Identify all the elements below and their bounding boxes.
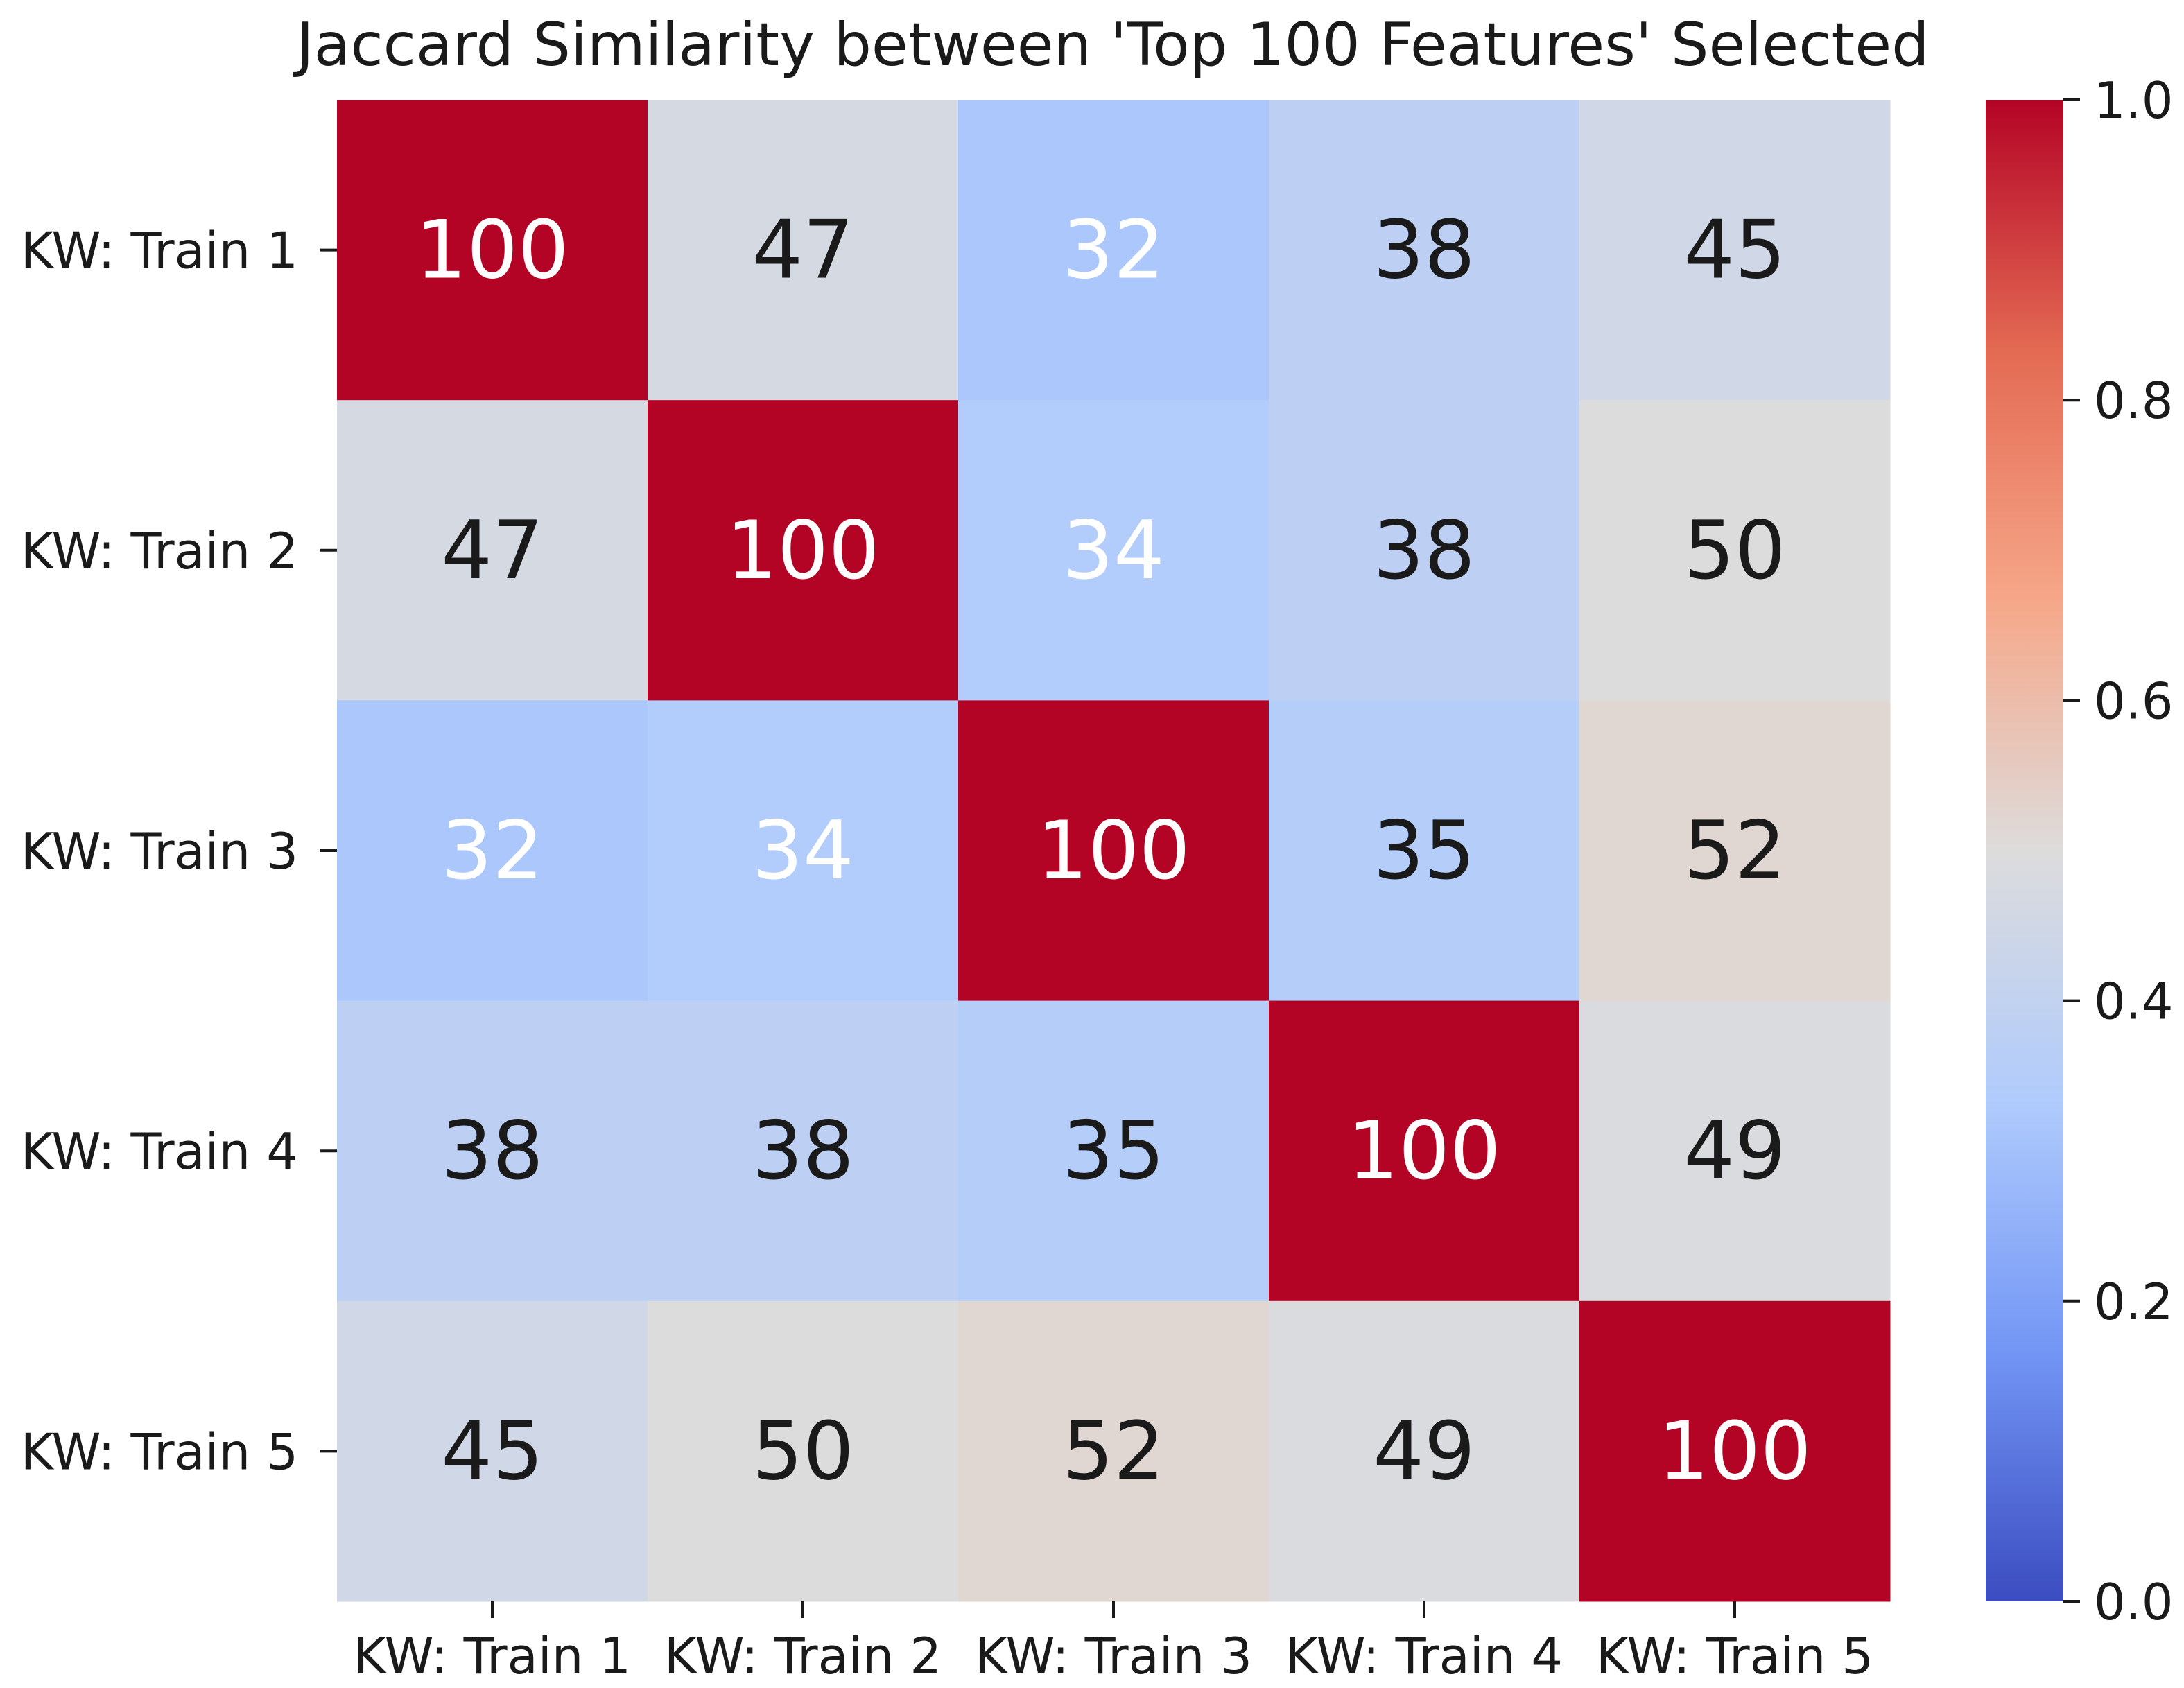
cell-value-label: 32 [1062, 204, 1165, 297]
heatmap-cell [337, 1300, 648, 1602]
row-label: KW: Train 2 [21, 522, 298, 580]
cell-value-label: 50 [1683, 504, 1786, 598]
colorbar-tick-label: 0.4 [2094, 973, 2174, 1031]
cell-value-label: 38 [752, 1104, 854, 1198]
row-label: KW: Train 1 [21, 222, 298, 280]
heatmap-cell [1579, 1300, 1891, 1602]
cell-value-label: 38 [1373, 504, 1475, 598]
heatmap-cell [958, 700, 1269, 1002]
colorbar-tick-label: 0.6 [2094, 672, 2174, 730]
row-label: KW: Train 4 [21, 1122, 298, 1181]
column-labels: KW: Train 1 KW: Train 2 KW: Train 3 KW: Tra… [354, 1601, 1873, 1685]
cell-value-label: 47 [441, 504, 544, 598]
cell-value-label: 100 [415, 204, 569, 297]
heatmap-cell [648, 700, 959, 1002]
heatmap-cell [1579, 400, 1891, 701]
heatmap-cell [337, 1000, 648, 1302]
column-label: KW: Train 2 [664, 1627, 942, 1685]
heatmap-cell [648, 100, 959, 401]
column-label: KW: Train 3 [975, 1627, 1252, 1685]
cell-value-label: 35 [1373, 804, 1475, 898]
column-label: KW: Train 1 [354, 1627, 631, 1685]
cell-value-label: 49 [1683, 1104, 1786, 1198]
colorbar-tick-label: 0.2 [2094, 1273, 2174, 1331]
cell-value-label: 38 [441, 1104, 544, 1198]
cell-value-label: 52 [1062, 1404, 1165, 1498]
heatmap-cell [648, 1300, 959, 1602]
heatmap-cell [1269, 100, 1580, 401]
cell-value-label: 100 [1347, 1104, 1500, 1198]
cell-value-label: 50 [752, 1404, 854, 1498]
heatmap-cell [1269, 700, 1580, 1002]
cell-value-label: 34 [752, 804, 854, 898]
colorbar [1986, 100, 2063, 1601]
heatmap-cells: 100 47 32 38 45 47 100 34 38 50 32 34 100 35 52 38 38 35 1… [337, 100, 1891, 1602]
heatmap-cell [958, 100, 1269, 401]
cell-value-label: 47 [752, 204, 854, 297]
cell-value-label: 100 [1037, 804, 1190, 898]
heatmap-cell [648, 1000, 959, 1302]
heatmap-cell [1579, 100, 1891, 401]
heatmap-cell [958, 400, 1269, 701]
cell-value-label: 52 [1683, 804, 1786, 898]
row-label: KW: Train 3 [21, 822, 298, 880]
cell-value-label: 100 [1658, 1404, 1811, 1498]
column-label: KW: Train 4 [1285, 1627, 1563, 1685]
row-label: KW: Train 5 [21, 1422, 298, 1481]
cell-value-label: 45 [441, 1404, 544, 1498]
chart-title: Jaccard Similarity between 'Top 100 Feat… [293, 10, 1929, 80]
heatmap-cell [1269, 400, 1580, 701]
heatmap-cell [648, 400, 959, 701]
colorbar-ticks: 0.0 0.2 0.4 0.6 0.8 1.0 [2063, 71, 2174, 1631]
colorbar-tick-label: 0.0 [2094, 1573, 2174, 1631]
cell-value-label: 100 [726, 504, 879, 598]
cell-value-label: 35 [1062, 1104, 1165, 1198]
heatmap-cell [337, 100, 648, 401]
cell-value-label: 34 [1062, 504, 1165, 598]
cell-value-label: 32 [441, 804, 544, 898]
heatmap-cell [1579, 700, 1891, 1002]
cell-value-label: 49 [1373, 1404, 1475, 1498]
heatmap-cell [958, 1300, 1269, 1602]
column-label: KW: Train 5 [1596, 1627, 1873, 1685]
cell-value-label: 45 [1683, 204, 1786, 297]
heatmap-cell [1269, 1300, 1580, 1602]
colorbar-tick-label: 0.8 [2094, 372, 2174, 430]
heatmap-cell [1579, 1000, 1891, 1302]
heatmap-cell [958, 1000, 1269, 1302]
colorbar-tick-label: 1.0 [2094, 71, 2174, 130]
heatmap-cell [337, 400, 648, 701]
row-labels: KW: Train 1 KW: Train 2 KW: Train 3 KW: Tra… [21, 222, 337, 1481]
cell-value-label: 38 [1373, 204, 1475, 297]
heatmap-cell [1269, 1000, 1580, 1302]
heatmap-cell [337, 700, 648, 1002]
